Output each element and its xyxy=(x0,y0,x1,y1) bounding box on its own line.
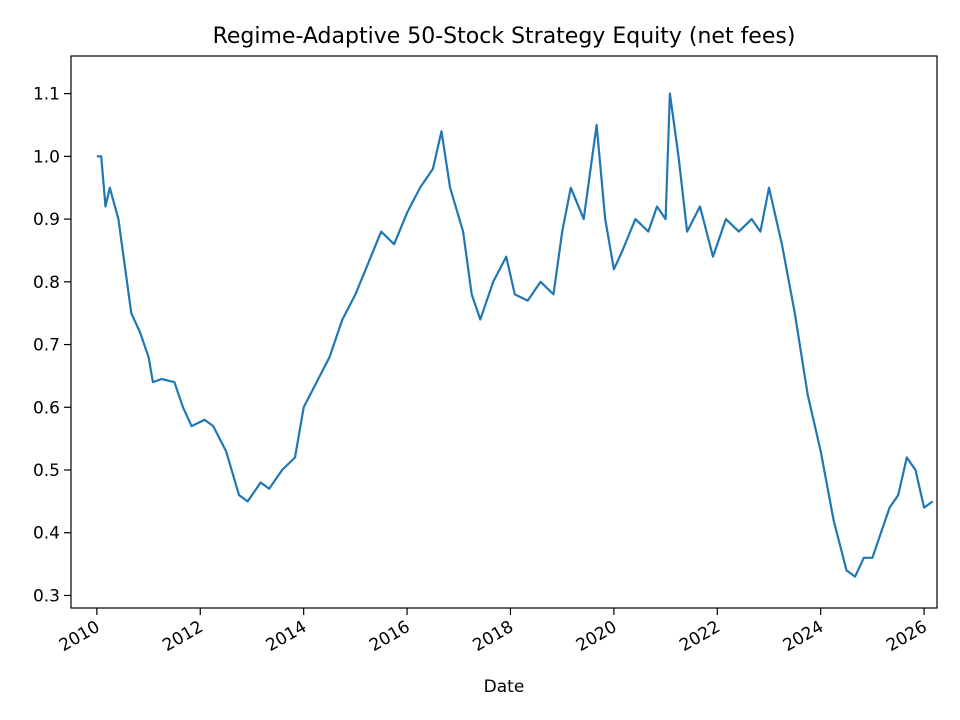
y-tick-label: 1.1 xyxy=(33,85,60,105)
y-tick-label: 0.7 xyxy=(33,336,60,356)
series-line xyxy=(96,92,934,578)
series-group xyxy=(96,92,934,578)
y-tick-label: 0.3 xyxy=(33,586,60,606)
y-tick-label: 0.4 xyxy=(33,524,60,544)
chart-title: Regime-Adaptive 50-Stock Strategy Equity… xyxy=(213,24,796,49)
x-axis-label: Date xyxy=(484,677,525,697)
y-tick-label: 0.6 xyxy=(33,398,60,418)
y-tick-label: 1.0 xyxy=(33,147,60,167)
plot-frame xyxy=(70,55,938,609)
y-tick-label: 0.5 xyxy=(33,461,60,481)
y-tick-label: 0.9 xyxy=(33,210,60,230)
y-tick-label: 0.8 xyxy=(33,273,60,293)
y-axis: 0.3 0.4 0.5 0.6 0.7 0.8 0.9 1.0 1.1 xyxy=(33,85,71,606)
